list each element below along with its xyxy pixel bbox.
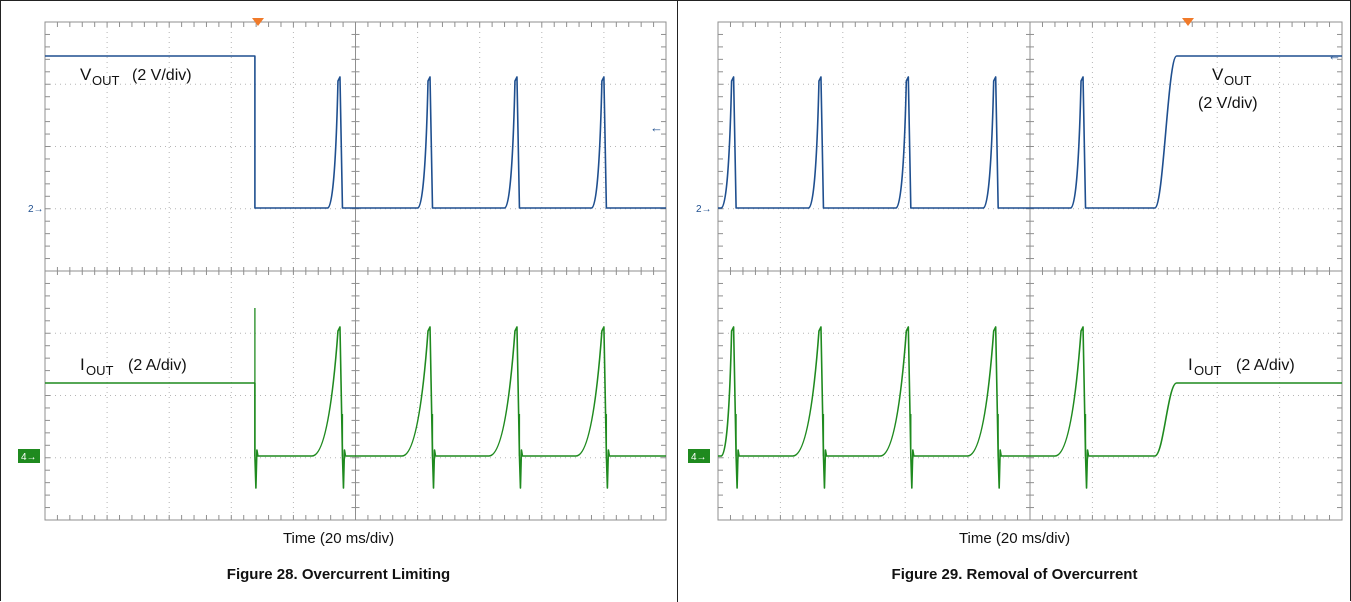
iout-trace	[45, 326, 666, 489]
channel-symbol: V	[1212, 65, 1224, 84]
figure-28-panel: V OUT (2 V/div) I OUT (2 A/div) 2→ 4→ ← Time (20…	[18, 18, 667, 583]
channel-scale: (2 A/div)	[128, 357, 187, 374]
scope-grid	[44, 21, 667, 521]
vout-ground-marker: 2→	[28, 204, 44, 215]
channel-symbol: I	[1188, 355, 1193, 374]
channel-scale: (2 V/div)	[1198, 95, 1258, 112]
channel-subscript: OUT	[1194, 363, 1222, 378]
figure-28-xlabel: Time (20 ms/div)	[282, 530, 395, 547]
trigger-level-arrow: ←	[650, 120, 663, 135]
channel-symbol: V	[80, 65, 92, 84]
figure-29-panel: V OUT (2 V/div) I OUT (2 A/div) 2→ 4→ ← Time (20…	[678, 0, 1351, 602]
panel-divider	[677, 0, 678, 602]
vout-trace	[45, 55, 666, 209]
figure-29-caption: Figure 29. Removal of Overcurrent	[891, 566, 1138, 583]
iout-ground-marker: 4→	[691, 452, 707, 463]
figure-28-caption: Figure 28. Overcurrent Limiting	[226, 566, 451, 583]
channel-subscript: OUT	[86, 363, 114, 378]
channel-scale: (2 A/div)	[1236, 357, 1295, 374]
vout-ground-marker: 2→	[696, 204, 712, 215]
channel-scale: (2 V/div)	[132, 67, 192, 84]
channel-subscript: OUT	[92, 73, 120, 88]
trigger-marker	[252, 18, 264, 26]
channel-symbol: I	[80, 355, 85, 374]
iout-label: I OUT (2 A/div)	[1188, 355, 1295, 378]
scope-grid	[717, 21, 1343, 521]
iout-label: I OUT (2 A/div)	[80, 355, 187, 378]
iout-ground-marker-box	[18, 449, 40, 463]
vout-trace	[718, 55, 1342, 209]
iout-ground-marker: 4→	[21, 452, 37, 463]
figure-28-scope: V OUT (2 V/div)I OUT (2 A/div)2→4→←	[18, 18, 667, 521]
figure-29-scope: V OUT(2 V/div)I OUT (2 A/div)2→4→←	[688, 18, 1343, 521]
trigger-level-arrow: ←	[1328, 48, 1341, 63]
figure-29-xlabel: Time (20 ms/div)	[958, 530, 1071, 547]
iout-ground-marker-box	[688, 449, 710, 463]
channel-subscript: OUT	[1224, 73, 1252, 88]
trigger-marker	[1182, 18, 1194, 26]
